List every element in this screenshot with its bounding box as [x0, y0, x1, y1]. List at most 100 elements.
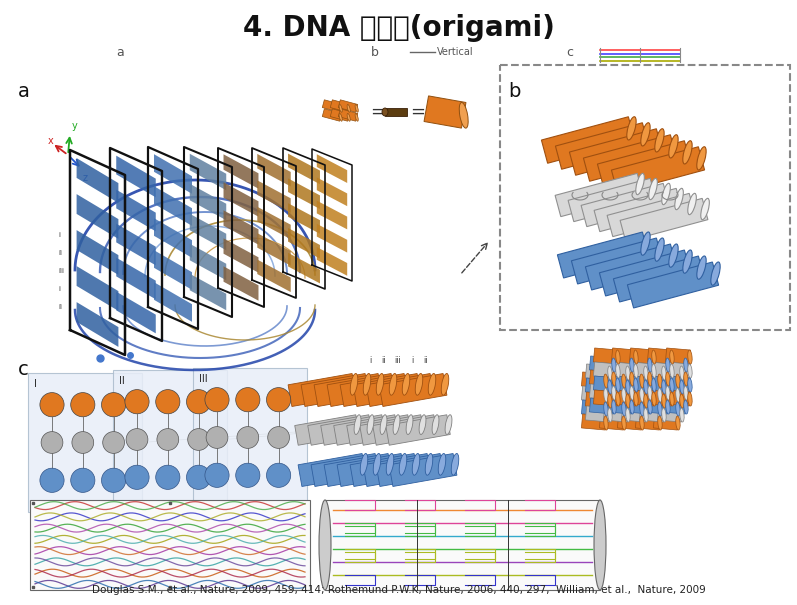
Polygon shape	[320, 415, 385, 445]
Polygon shape	[298, 454, 366, 486]
Ellipse shape	[415, 373, 422, 395]
Polygon shape	[622, 364, 646, 380]
Circle shape	[72, 431, 94, 453]
Polygon shape	[190, 244, 226, 280]
Ellipse shape	[680, 394, 684, 408]
Polygon shape	[77, 302, 119, 347]
Ellipse shape	[665, 372, 670, 386]
Ellipse shape	[652, 364, 656, 378]
Polygon shape	[635, 372, 661, 388]
Polygon shape	[622, 392, 646, 408]
Polygon shape	[116, 189, 155, 231]
Polygon shape	[599, 414, 625, 430]
Polygon shape	[583, 135, 677, 182]
Ellipse shape	[676, 402, 680, 416]
Polygon shape	[555, 174, 643, 217]
FancyBboxPatch shape	[113, 370, 227, 509]
Ellipse shape	[644, 380, 648, 394]
Polygon shape	[376, 454, 444, 486]
Polygon shape	[647, 390, 673, 406]
Ellipse shape	[393, 415, 400, 434]
Ellipse shape	[658, 374, 662, 388]
Polygon shape	[541, 117, 634, 163]
Circle shape	[71, 393, 95, 417]
Ellipse shape	[616, 350, 620, 364]
Ellipse shape	[616, 378, 620, 392]
Polygon shape	[340, 373, 408, 407]
Ellipse shape	[669, 364, 674, 378]
Circle shape	[186, 465, 210, 489]
Ellipse shape	[688, 392, 692, 406]
Ellipse shape	[658, 402, 662, 416]
Polygon shape	[626, 356, 650, 372]
Ellipse shape	[658, 388, 662, 402]
Text: 4. DNA 折纸术(origami): 4. DNA 折纸术(origami)	[242, 14, 555, 42]
Ellipse shape	[340, 105, 342, 112]
Ellipse shape	[662, 408, 666, 422]
Polygon shape	[223, 154, 258, 189]
Circle shape	[125, 465, 149, 489]
Polygon shape	[611, 376, 637, 392]
Polygon shape	[223, 211, 258, 244]
Polygon shape	[288, 228, 320, 258]
Polygon shape	[154, 250, 192, 290]
Ellipse shape	[451, 454, 459, 475]
Polygon shape	[116, 224, 155, 266]
Ellipse shape	[641, 123, 650, 146]
Polygon shape	[662, 384, 686, 400]
Polygon shape	[288, 178, 320, 209]
Polygon shape	[630, 348, 654, 364]
Polygon shape	[614, 256, 705, 302]
Polygon shape	[288, 373, 356, 407]
Ellipse shape	[684, 386, 688, 400]
Circle shape	[205, 463, 229, 488]
Ellipse shape	[604, 374, 608, 388]
Circle shape	[103, 431, 124, 453]
Polygon shape	[330, 109, 350, 121]
Polygon shape	[639, 364, 665, 380]
Polygon shape	[635, 400, 661, 416]
Circle shape	[186, 390, 210, 414]
Ellipse shape	[640, 374, 644, 388]
Polygon shape	[647, 376, 673, 392]
Polygon shape	[322, 100, 342, 112]
Polygon shape	[77, 266, 119, 311]
Ellipse shape	[634, 392, 638, 406]
Polygon shape	[257, 260, 291, 292]
Polygon shape	[627, 262, 719, 308]
Ellipse shape	[688, 194, 697, 215]
Circle shape	[40, 393, 64, 417]
Ellipse shape	[622, 416, 626, 430]
Ellipse shape	[419, 415, 426, 434]
Polygon shape	[654, 400, 678, 416]
Ellipse shape	[684, 358, 688, 372]
Polygon shape	[379, 373, 447, 407]
Ellipse shape	[680, 408, 684, 422]
Ellipse shape	[350, 373, 358, 395]
Ellipse shape	[684, 372, 688, 386]
Ellipse shape	[697, 256, 706, 280]
Polygon shape	[630, 362, 654, 378]
Text: d: d	[608, 360, 620, 379]
Polygon shape	[223, 266, 258, 301]
Ellipse shape	[340, 114, 342, 121]
Polygon shape	[568, 178, 656, 221]
Ellipse shape	[669, 378, 674, 392]
Ellipse shape	[387, 454, 394, 475]
Polygon shape	[643, 398, 669, 414]
Polygon shape	[603, 378, 629, 394]
Polygon shape	[582, 386, 607, 402]
Polygon shape	[665, 348, 690, 364]
Ellipse shape	[630, 372, 634, 386]
Polygon shape	[594, 376, 618, 392]
Polygon shape	[257, 207, 291, 239]
Ellipse shape	[640, 402, 644, 416]
Polygon shape	[582, 400, 607, 416]
Polygon shape	[116, 292, 155, 333]
Polygon shape	[586, 378, 611, 394]
Polygon shape	[658, 378, 682, 394]
Polygon shape	[590, 384, 614, 400]
Ellipse shape	[683, 250, 692, 273]
Polygon shape	[586, 392, 611, 408]
Ellipse shape	[644, 408, 648, 422]
